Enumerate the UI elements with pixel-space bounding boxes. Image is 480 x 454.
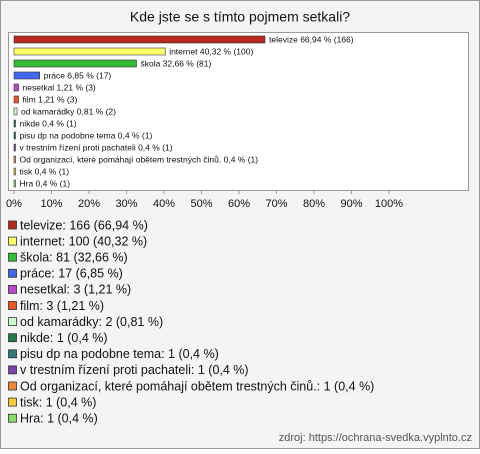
bar [13, 155, 16, 164]
x-tick-label: 50% [190, 198, 212, 210]
x-tick-label: 0% [6, 198, 22, 210]
legend-label: tisk: 1 (0,4 %) [20, 395, 96, 409]
data-label: práce 6,85 % (17) [44, 70, 112, 80]
bar [13, 71, 40, 80]
bar [13, 83, 19, 92]
legend-label: Od organizací, které pomáhají obětem tre… [20, 379, 374, 393]
bar [13, 95, 19, 104]
bar [13, 107, 18, 116]
x-tick-label: 20% [78, 198, 100, 210]
x-tick-label: 90% [340, 198, 362, 210]
x-tick-label: 60% [228, 198, 250, 210]
legend-swatch [8, 252, 17, 262]
legend-swatch [8, 284, 17, 294]
source: zdroj: https://ochrana-svedka.vyplnto.cz [279, 432, 472, 444]
legend-label: internet: 100 (40,32 %) [20, 234, 147, 248]
legend-label: pisu dp na podobne tema: 1 (0,4 %) [20, 347, 219, 361]
legend-label: od kamarádky: 2 (0,81 %) [20, 315, 163, 329]
data-label: Od organizací, které pomáhají obětem tre… [20, 154, 259, 164]
bar [13, 47, 166, 56]
bar [13, 59, 137, 68]
bar [13, 119, 16, 128]
legend-swatch [8, 413, 17, 423]
legend-label: televize: 166 (66,94 %) [20, 218, 148, 232]
data-label: Hra 0,4 % (1) [20, 178, 71, 188]
legend-label: Hra: 1 (0,4 %) [20, 411, 98, 425]
data-label: internet 40,32 % (100) [169, 46, 253, 56]
legend-label: práce: 17 (6,85 %) [20, 267, 123, 281]
data-label: od kamarádky 0,81 % (2) [21, 106, 116, 116]
x-tick-label: 30% [115, 198, 137, 210]
data-label: film 1,21 % (3) [23, 94, 78, 104]
legend-swatch [8, 317, 17, 327]
legend-label: v trestním řízení proti pachateli: 1 (0,… [20, 363, 249, 377]
legend-swatch [8, 333, 17, 343]
bar [13, 179, 16, 188]
x-tick-label: 40% [153, 198, 175, 210]
legend-swatch [8, 236, 17, 246]
data-label: škola 32,66 % (81) [140, 58, 211, 68]
legend-label: nesetkal: 3 (1,21 %) [20, 283, 131, 297]
data-label: v trestním řízení proti pachateli 0,4 % … [20, 142, 173, 152]
data-label: televize 66,94 % (166) [269, 34, 354, 44]
data-label: nesetkal 1,21 % (3) [23, 82, 96, 92]
legend-swatch [8, 220, 17, 230]
legend-label: nikde: 1 (0,4 %) [20, 331, 108, 345]
bar [13, 131, 16, 140]
legend-label: film: 3 (1,21 %) [20, 299, 104, 313]
bar [13, 35, 266, 44]
legend-swatch [8, 397, 17, 407]
data-label: nikde 0,4 % (1) [20, 118, 77, 128]
legend-swatch [8, 381, 17, 391]
x-tick-label: 100% [375, 198, 403, 210]
bar [13, 167, 16, 176]
legend-swatch [8, 268, 17, 278]
legend-label: škola: 81 (32,66 %) [20, 250, 128, 264]
legend-swatch [8, 301, 17, 310]
x-tick-label: 10% [40, 198, 62, 210]
data-label: tisk 0,4 % (1) [20, 166, 70, 176]
chart-title: Kde jste se s tímto pojmem setkali? [130, 9, 350, 25]
x-tick-label: 70% [265, 198, 287, 210]
legend-swatch [8, 365, 17, 375]
x-tick-label: 80% [303, 198, 325, 210]
legend-swatch [8, 349, 17, 359]
data-label: pisu dp na podobne tema 0,4 % (1) [20, 130, 153, 140]
plot-area [8, 32, 469, 191]
bar [13, 143, 16, 152]
